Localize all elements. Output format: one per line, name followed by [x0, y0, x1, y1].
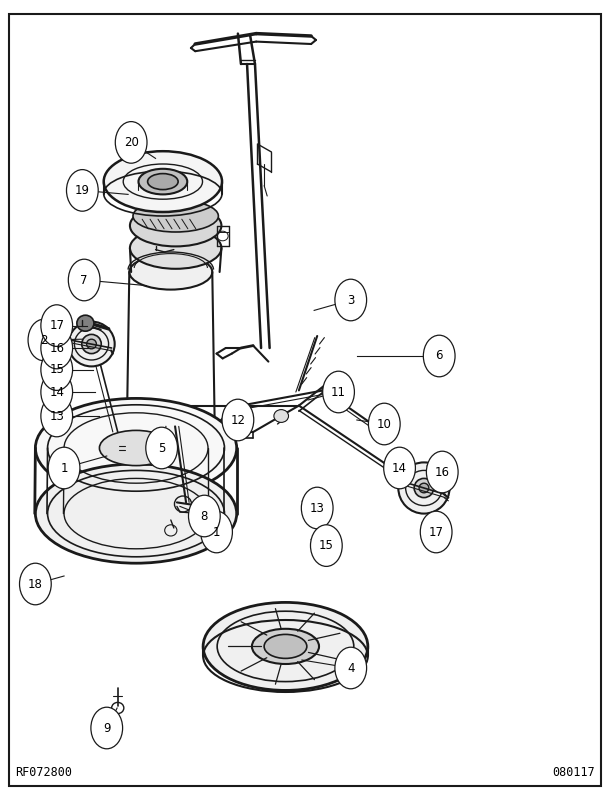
- Text: 080117: 080117: [552, 766, 595, 779]
- Text: 12: 12: [231, 414, 245, 426]
- Text: 15: 15: [49, 363, 64, 376]
- Ellipse shape: [148, 174, 178, 190]
- Text: 1: 1: [60, 462, 68, 474]
- Ellipse shape: [398, 462, 450, 514]
- Ellipse shape: [35, 464, 237, 563]
- Text: 17: 17: [429, 526, 443, 538]
- Ellipse shape: [130, 227, 221, 269]
- Text: 19: 19: [75, 184, 90, 197]
- Ellipse shape: [138, 169, 187, 194]
- Circle shape: [426, 451, 458, 493]
- Text: 7: 7: [81, 274, 88, 286]
- Text: 8: 8: [201, 510, 208, 522]
- Circle shape: [41, 327, 73, 369]
- Ellipse shape: [161, 435, 181, 448]
- Text: 18: 18: [28, 578, 43, 590]
- Circle shape: [222, 399, 254, 441]
- Text: 16: 16: [435, 466, 450, 478]
- Circle shape: [384, 447, 415, 489]
- Circle shape: [41, 305, 73, 346]
- Ellipse shape: [87, 339, 96, 349]
- Ellipse shape: [274, 410, 289, 422]
- Text: 9: 9: [103, 722, 110, 734]
- Circle shape: [420, 511, 452, 553]
- Circle shape: [91, 707, 123, 749]
- Text: 13: 13: [49, 410, 64, 422]
- Ellipse shape: [414, 478, 434, 498]
- Circle shape: [323, 371, 354, 413]
- Ellipse shape: [129, 254, 212, 290]
- Circle shape: [335, 279, 367, 321]
- Ellipse shape: [133, 200, 218, 232]
- Circle shape: [146, 427, 178, 469]
- Text: RF072800: RF072800: [15, 766, 72, 779]
- Text: 6: 6: [436, 350, 443, 362]
- Circle shape: [310, 525, 342, 566]
- Circle shape: [68, 259, 100, 301]
- Text: 3: 3: [347, 294, 354, 306]
- Circle shape: [423, 335, 455, 377]
- Text: 16: 16: [49, 342, 64, 354]
- Text: 1: 1: [213, 526, 220, 538]
- Text: 4: 4: [347, 662, 354, 674]
- Ellipse shape: [419, 483, 429, 493]
- Text: 5: 5: [158, 442, 165, 454]
- Circle shape: [48, 447, 80, 489]
- Ellipse shape: [264, 634, 307, 658]
- Ellipse shape: [99, 430, 173, 466]
- Ellipse shape: [252, 629, 319, 664]
- Ellipse shape: [77, 315, 94, 331]
- Text: 13: 13: [310, 502, 325, 514]
- Text: 2: 2: [40, 334, 48, 346]
- Circle shape: [28, 319, 60, 361]
- Circle shape: [368, 403, 400, 445]
- Text: 14: 14: [49, 386, 64, 398]
- Ellipse shape: [104, 151, 222, 212]
- Circle shape: [188, 495, 220, 537]
- Circle shape: [335, 647, 367, 689]
- Circle shape: [41, 349, 73, 390]
- Circle shape: [301, 487, 333, 529]
- Circle shape: [66, 170, 98, 211]
- Text: 17: 17: [49, 319, 64, 332]
- Ellipse shape: [203, 602, 368, 690]
- Circle shape: [20, 563, 51, 605]
- Text: 10: 10: [377, 418, 392, 430]
- Text: 11: 11: [331, 386, 346, 398]
- Circle shape: [115, 122, 147, 163]
- Circle shape: [41, 395, 73, 437]
- Text: 15: 15: [319, 539, 334, 552]
- Text: 20: 20: [124, 136, 138, 149]
- Text: 14: 14: [392, 462, 407, 474]
- Ellipse shape: [130, 205, 221, 246]
- Circle shape: [41, 371, 73, 413]
- Ellipse shape: [82, 334, 101, 354]
- Circle shape: [201, 511, 232, 553]
- Ellipse shape: [35, 398, 237, 498]
- Ellipse shape: [68, 322, 115, 366]
- Ellipse shape: [127, 407, 215, 446]
